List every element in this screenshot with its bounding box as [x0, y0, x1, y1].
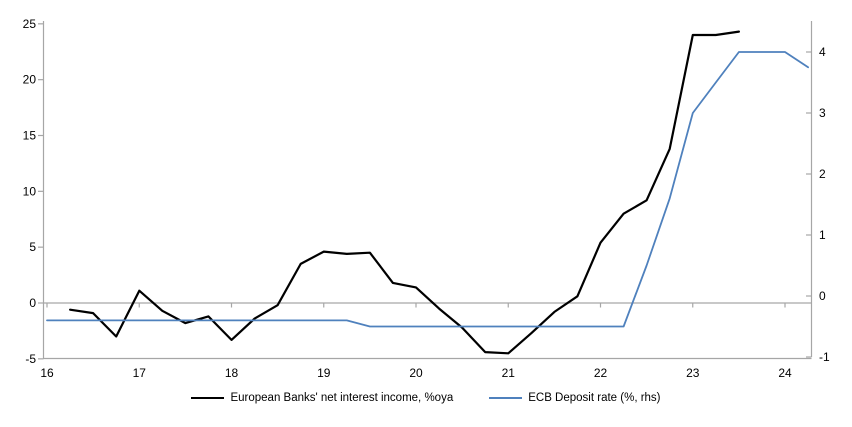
x-axis-tick-label: 20: [409, 366, 423, 380]
left-axis-tick-label: 20: [23, 73, 37, 87]
right-axis-tick-label: 2: [819, 167, 826, 181]
x-axis-tick-label: 21: [502, 366, 516, 380]
blue-line-swatch-icon: [489, 397, 523, 399]
legend: European Banks' net interest income, %oy…: [0, 392, 852, 404]
right-axis-tick-label: -1: [819, 350, 830, 364]
left-axis-tick-label: 0: [29, 296, 36, 310]
x-axis-tick-label: 23: [686, 366, 700, 380]
right-axis-tick-label: 4: [819, 45, 826, 59]
right-axis-tick-label: 3: [819, 106, 826, 120]
right-axis-tick-label: 1: [819, 228, 826, 242]
x-axis-tick-label: 16: [40, 366, 54, 380]
black-line-swatch-icon: [191, 397, 225, 399]
left-axis-tick-label: 15: [23, 128, 37, 142]
x-axis-tick-label: 17: [133, 366, 147, 380]
legend-label-net-interest-income: European Banks' net interest income, %oy…: [230, 392, 454, 404]
x-axis-tick-label: 24: [778, 366, 792, 380]
right-axis-tick-label: 0: [819, 289, 826, 303]
legend-label-ecb-deposit-rate: ECB Deposit rate (%, rhs): [528, 392, 661, 404]
net-interest-income-line: [68, 30, 741, 355]
left-axis-tick-label: 25: [23, 17, 37, 31]
left-axis-tick-label: 10: [23, 184, 37, 198]
x-axis-tick-label: 19: [317, 366, 331, 380]
x-axis-tick-label: 22: [594, 366, 608, 380]
x-axis-tick-label: 18: [225, 366, 239, 380]
legend-item-ecb-deposit-rate: ECB Deposit rate (%, rhs): [489, 392, 661, 404]
ecb-deposit-rate-line: [46, 51, 809, 328]
legend-item-net-interest-income: European Banks' net interest income, %oy…: [191, 392, 453, 404]
left-axis-tick-label: 5: [29, 240, 36, 254]
left-axis-tick-label: -5: [25, 352, 36, 366]
